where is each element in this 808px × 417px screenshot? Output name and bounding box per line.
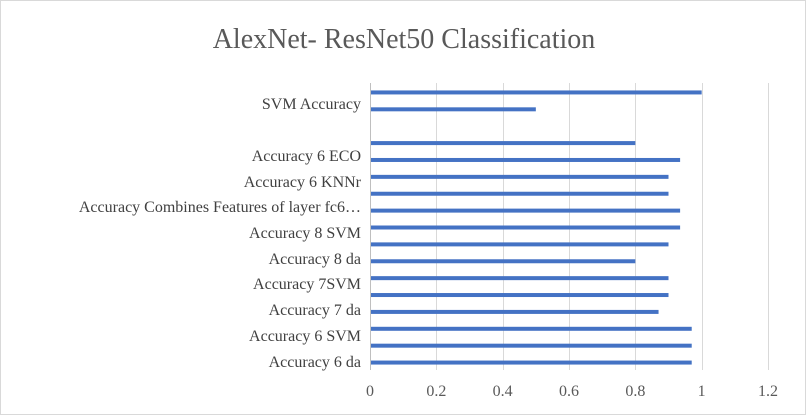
x-tick-label: 0.4	[493, 383, 513, 400]
bar	[371, 259, 636, 264]
chart-title: AlexNet- ResNet50 Classification	[213, 24, 596, 55]
x-tick-label: 1.2	[758, 383, 778, 400]
category-label: Accuracy 6 da	[269, 354, 361, 371]
bar	[371, 343, 692, 348]
category-label: Accuracy 8 da	[269, 251, 361, 268]
bar	[371, 276, 669, 281]
category-label: SVM Accuracy	[262, 96, 361, 113]
x-tick-labels: 0 0.2 0.4 0.6 0.8 1 1.2	[366, 383, 778, 400]
category-label: Accuracy 6 SVM	[249, 328, 361, 345]
bars	[371, 90, 702, 365]
x-tick-label: 0	[366, 383, 374, 400]
category-label: Accuracy 7SVM	[253, 276, 361, 293]
category-labels: Accuracy 6 da Accuracy 6 SVM Accuracy 7 da…	[79, 96, 362, 371]
x-tick-label: 0.8	[625, 383, 645, 400]
bar	[371, 326, 692, 331]
bar	[371, 174, 669, 179]
bar	[371, 191, 669, 196]
bar	[371, 90, 702, 95]
category-label: Accuracy 7 da	[269, 302, 361, 319]
category-label: Accuracy 6 ECO	[252, 148, 361, 165]
category-label: Accuracy 6 KNNr	[244, 174, 362, 191]
bar	[371, 141, 636, 146]
x-tick-label: 1	[698, 383, 706, 400]
bar	[371, 293, 669, 298]
bar	[371, 208, 681, 213]
bar	[371, 360, 692, 365]
x-tick-label: 0.6	[559, 383, 579, 400]
x-tick-label: 0.2	[426, 383, 446, 400]
bar	[371, 225, 681, 230]
category-label: Accuracy 8 SVM	[249, 225, 361, 242]
bar	[371, 242, 669, 247]
bar	[371, 107, 536, 112]
category-label: Accuracy Combines Features of layer fc6…	[79, 199, 361, 216]
bar	[371, 157, 681, 162]
bar	[371, 309, 659, 314]
